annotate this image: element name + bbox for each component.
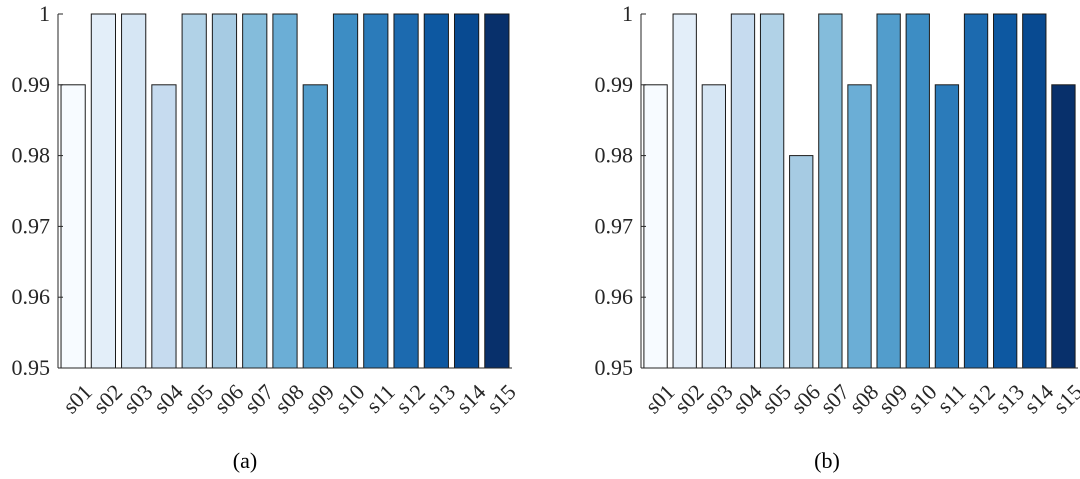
y-tick-label: 0.99 [595, 72, 634, 97]
bar-s05 [759, 13, 785, 369]
bar-s08 [272, 13, 298, 369]
y-tick-label: 0.97 [595, 213, 634, 238]
bar-s02 [672, 13, 697, 369]
bar-s03 [701, 84, 726, 369]
y-tick-label: 0.98 [12, 143, 51, 168]
bar-s07 [818, 13, 843, 369]
x-tick-label-s15: s15 [481, 379, 520, 418]
bar-s10 [332, 13, 359, 369]
bar-s09 [876, 13, 901, 369]
y-tick-label: 0.96 [595, 284, 634, 309]
chart-panel-1: 0.950.960.970.980.991s01s02s03s04s05s06s… [12, 1, 521, 473]
bar-s04 [151, 84, 177, 369]
bar-s09 [302, 84, 328, 369]
bar-s14 [453, 13, 480, 369]
bar-s01 [643, 84, 668, 369]
bar-s14 [1022, 13, 1047, 369]
y-tick-label: 0.99 [12, 72, 51, 97]
bar-s02 [90, 13, 116, 369]
y-tick-label: 0.97 [12, 213, 51, 238]
x-tick-label-s15: s15 [1048, 379, 1080, 418]
bar-s15 [1051, 84, 1076, 369]
chart-panel-2: 0.950.960.970.980.991s01s02s03s04s05s06s… [595, 1, 1080, 473]
y-tick-label: 1 [39, 1, 50, 26]
bar-s01 [60, 84, 86, 369]
bar-s10 [905, 13, 930, 369]
y-tick-label: 0.98 [595, 143, 634, 168]
bar-s05 [181, 13, 207, 369]
panel-caption: (b) [814, 448, 840, 473]
bar-s04 [730, 13, 756, 369]
bar-s11 [363, 13, 389, 369]
bar-s08 [847, 84, 872, 369]
bar-s12 [393, 13, 419, 369]
bar-s07 [242, 13, 268, 369]
panel-caption: (a) [233, 448, 257, 473]
y-tick-label: 0.96 [12, 284, 51, 309]
y-tick-label: 0.95 [595, 355, 634, 380]
y-tick-label: 1 [622, 1, 633, 26]
bar-s06 [211, 13, 238, 369]
bar-s13 [993, 13, 1018, 369]
bar-s12 [963, 13, 989, 369]
bar-s06 [789, 155, 814, 369]
bar-s11 [934, 84, 960, 369]
bar-s03 [121, 13, 147, 369]
bar-s13 [423, 13, 449, 369]
y-tick-label: 0.95 [12, 355, 51, 380]
bar-s15 [484, 13, 510, 369]
